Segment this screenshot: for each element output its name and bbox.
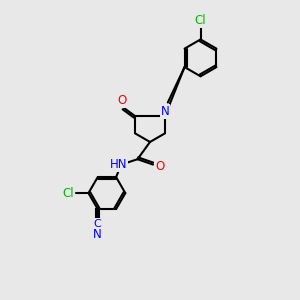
Text: O: O — [118, 94, 127, 107]
Text: O: O — [155, 160, 164, 172]
Text: HN: HN — [110, 158, 127, 171]
Text: C: C — [94, 219, 102, 229]
Text: N: N — [93, 228, 102, 242]
Text: Cl: Cl — [195, 14, 206, 27]
Text: N: N — [160, 105, 169, 118]
Text: Cl: Cl — [63, 187, 74, 200]
